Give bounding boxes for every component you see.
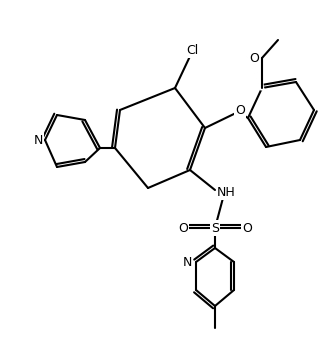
Text: O: O [242,221,252,235]
Text: O: O [229,35,239,48]
Text: O: O [232,49,242,63]
Text: Cl: Cl [186,44,198,56]
Text: N: N [183,255,192,269]
Text: NH: NH [217,185,236,198]
Text: N: N [34,134,43,147]
Text: O: O [249,53,259,65]
Text: O: O [235,104,245,118]
Text: O: O [178,221,188,235]
Text: S: S [211,221,219,235]
